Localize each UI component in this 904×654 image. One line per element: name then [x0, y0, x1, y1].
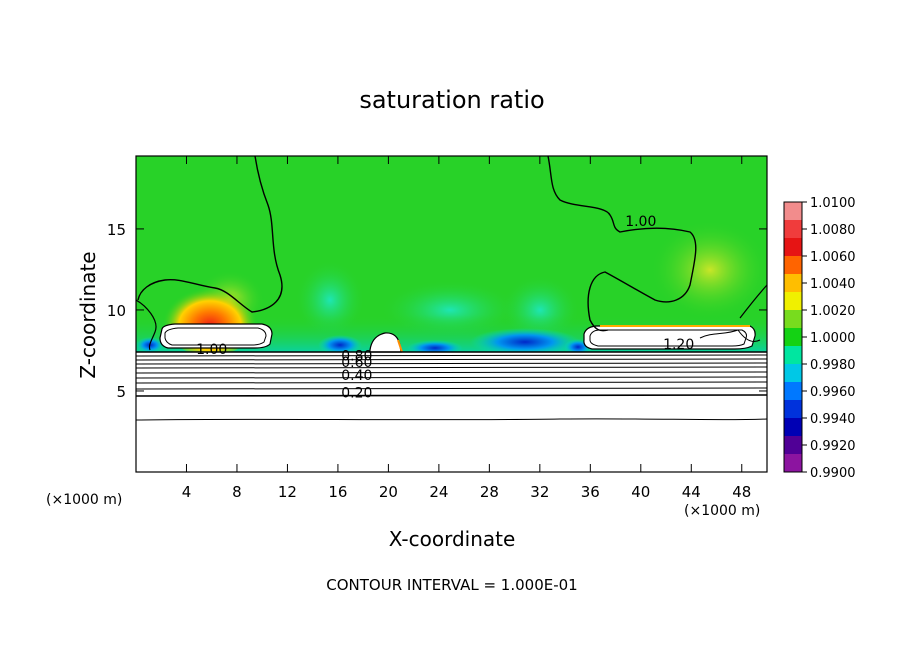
x-axis-label: X-coordinate [388, 527, 516, 551]
contour-label: 1.00 [625, 214, 656, 230]
x-tick-label: 20 [379, 483, 398, 501]
x-unit-right: (×1000 m) [684, 503, 761, 519]
contour-label: 0.60 [341, 355, 372, 371]
colorbar-tick-label: 0.9920 [810, 439, 856, 454]
colorbar-swatch [784, 328, 802, 347]
x-tick-label: 32 [530, 483, 549, 501]
colorbar-swatch [784, 238, 802, 257]
colorbar-tick-label: 1.0100 [810, 196, 856, 211]
x-tick-label: 28 [480, 483, 499, 501]
y-axis-ticks: 5 10 15 [107, 221, 767, 401]
x-axis-ticks: 4 8 12 16 20 24 28 32 36 40 44 48 [182, 156, 751, 501]
x-tick-label: 36 [581, 483, 600, 501]
colorbar: 1.0100 1.0080 1.0060 1.0040 1.0020 1.0000 0.99… [783, 196, 856, 481]
x-tick-label: 44 [682, 483, 701, 501]
colorbar-tick-label: 0.9940 [810, 412, 856, 427]
colorbar-tick-label: 0.9960 [810, 385, 856, 400]
colorbar-tick-label: 1.0020 [810, 304, 856, 319]
colorbar-swatch [784, 346, 802, 365]
colorbar-swatch [784, 400, 802, 419]
colorbar-swatch [784, 418, 802, 437]
colorbar-tick-label: 1.0080 [810, 223, 856, 238]
colorbar-tick-label: 1.0040 [810, 277, 856, 292]
x-tick-label: 4 [182, 483, 192, 501]
y-tick-label: 5 [116, 383, 126, 401]
colorbar-swatch [784, 202, 802, 221]
colorbar-tick-label: 0.9900 [810, 466, 856, 481]
colorbar-swatch [784, 256, 802, 275]
y-axis-label: Z-coordinate [76, 251, 100, 379]
colorbar-tick-label: 0.9980 [810, 358, 856, 373]
colorbar-swatch [784, 364, 802, 383]
contour-label: 0.20 [341, 386, 372, 402]
colorbar-swatch [784, 274, 802, 293]
x-tick-label: 12 [278, 483, 297, 501]
colorbar-swatch [784, 382, 802, 401]
plot-frame [135, 155, 768, 473]
contour-interval-note: CONTOUR INTERVAL = 1.000E-01 [326, 576, 578, 594]
contour-labels: 1.00 1.00 1.20 0.800.600.40 0.20 [196, 214, 694, 402]
contour-label: 0.40 [341, 368, 372, 384]
colorbar-swatch [784, 454, 802, 473]
colorbar-swatch [784, 292, 802, 311]
colorbar-tick-label: 1.0060 [810, 250, 856, 265]
y-tick-label: 10 [107, 302, 126, 320]
contour-lines [136, 351, 767, 421]
heatmap-field [136, 156, 767, 472]
colorbar-swatch [784, 310, 802, 329]
x-tick-label: 40 [631, 483, 650, 501]
x-tick-label: 16 [328, 483, 347, 501]
contour-label: 1.00 [196, 342, 227, 358]
x-tick-label: 8 [232, 483, 242, 501]
contour-label: 0.80 [341, 348, 372, 364]
contour-label: 1.20 [663, 337, 694, 353]
chart-title: saturation ratio [359, 86, 545, 114]
x-tick-label: 24 [429, 483, 448, 501]
x-tick-label: 48 [732, 483, 751, 501]
colorbar-swatch [784, 436, 802, 455]
colorbar-tick-label: 1.0000 [810, 331, 856, 346]
colorbar-swatch [784, 220, 802, 239]
x-unit-left: (×1000 m) [46, 492, 123, 508]
y-tick-label: 15 [107, 221, 126, 239]
